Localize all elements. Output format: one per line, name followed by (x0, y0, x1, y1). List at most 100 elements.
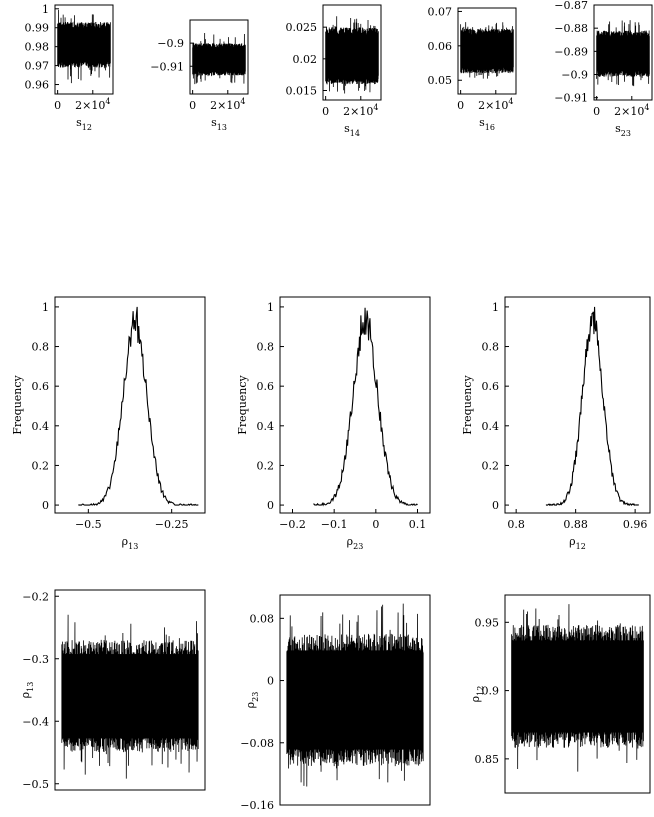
hist-rho13-ytick-label-4: 0.2 (32, 459, 50, 472)
hist-rho13-ytick-label-1: 0.8 (32, 341, 50, 354)
trace-s12-xtick-label-1: 2×104 (75, 97, 110, 112)
hist-rho13-xlabel: ρ13 (122, 535, 139, 551)
trace-s12-ytick-label-1: 0.99 (25, 22, 50, 35)
trace-s13-ytick-label-0: −0.9 (157, 37, 184, 50)
trace-s23-ytick-label-3: −0.9 (561, 69, 588, 82)
trace-rho13-trace-line (61, 614, 199, 779)
hist-rho12-xtick-label-0: 0.8 (507, 518, 525, 531)
trace-s12-ytick-label-3: 0.97 (25, 60, 50, 73)
trace-s12-xlabel: s12 (76, 116, 92, 132)
trace-s12-ytick-label-4: 0.96 (25, 79, 50, 92)
hist-rho13-ylabel: Frequency (11, 374, 24, 434)
hist-rho12-ytick-label-5: 0 (492, 499, 499, 512)
trace-s23-xtick-label-0: 0 (593, 105, 600, 118)
trace-rho13-ytick-label-1: −0.3 (22, 653, 49, 666)
trace-rho13-ytick-label-3: −0.5 (22, 778, 49, 791)
hist-rho23-xtick-label-3: 0.1 (409, 518, 427, 531)
hist-rho12-ytick-label-2: 0.6 (482, 380, 500, 393)
trace-s13-xtick-label-1: 2×104 (210, 97, 245, 112)
trace-s12-xtick-label-0: 0 (54, 99, 61, 112)
trace-s16-panel: 0.07 0.06 0.05 0 2×104 s16 (428, 5, 517, 132)
hist-rho23-ytick-label-1: 0.8 (257, 341, 275, 354)
hist-rho12-histogram-line (545, 306, 639, 506)
trace-rho23-ytick-label-0: 0.08 (250, 612, 275, 625)
trace-s14-xtick-label-0: 0 (322, 105, 329, 118)
trace-s13-xtick-label-0: 0 (189, 99, 196, 112)
hist-rho12-ylabel: Frequency (461, 374, 474, 434)
trace-s16-xlabel: s16 (479, 116, 495, 132)
trace-rho12-trace-line (511, 604, 644, 772)
hist-rho23-xlabel: ρ23 (347, 535, 364, 551)
hist-rho12-panel: 1 0.8 0.6 0.4 0.2 0 0.8 0.88 0.96 ρ12 Frequency (461, 296, 651, 551)
hist-rho23-xtick-label-1: −0.1 (321, 518, 348, 531)
hist-rho13-ytick-label-2: 0.6 (32, 380, 50, 393)
trace-rho13-ylabel: ρ13 (19, 682, 35, 699)
hist-rho13-ytick-label-0: 1 (42, 301, 49, 314)
trace-s23-xtick-label-1: 2×104 (614, 103, 649, 118)
trace-s14-xlabel: s14 (344, 122, 360, 138)
trace-s16-trace-line (460, 22, 514, 79)
hist-rho23-xtick-label-2: 0 (372, 518, 379, 531)
hist-rho12-ytick-label-1: 0.8 (482, 341, 500, 354)
hist-rho12-xlabel: ρ12 (569, 535, 586, 551)
trace-rho12-ytick-label-2: 0.85 (475, 753, 500, 766)
trace-s13-xlabel: s13 (211, 116, 227, 132)
trace-s16-frame (457, 7, 517, 95)
hist-rho12-xtick-label-1: 0.88 (563, 518, 588, 531)
trace-rho23-panel: 0.08 0 −0.08 −0.16 ρ23 (240, 594, 431, 812)
trace-s12-ytick-label-2: 0.98 (25, 41, 50, 54)
hist-rho23-frame (279, 296, 431, 514)
trace-rho13-frame (54, 589, 206, 791)
trace-s16-ytick-label-0: 0.07 (428, 5, 453, 18)
trace-rho12-ytick-label-0: 0.95 (475, 616, 500, 629)
hist-rho13-xtick-label-0: −0.5 (75, 518, 102, 531)
trace-s13-panel: −0.9 −0.91 0 2×104 s13 (150, 19, 249, 132)
trace-rho23-trace-line (286, 603, 424, 787)
hist-rho23-ytick-label-2: 0.6 (257, 380, 275, 393)
trace-s16-ytick-label-1: 0.06 (428, 40, 453, 53)
trace-s13-frame (189, 19, 249, 95)
trace-s14-ytick-label-2: 0.015 (286, 85, 318, 98)
hist-rho13-xtick-label-1: −0.25 (155, 518, 189, 531)
trace-s23-frame (593, 4, 653, 101)
hist-rho23-ytick-label-0: 1 (267, 301, 274, 314)
trace-s23-ytick-label-1: −0.88 (554, 22, 588, 35)
trace-s14-trace-line (325, 16, 379, 94)
trace-rho12-frame (504, 594, 651, 794)
trace-rho23-frame (279, 594, 431, 806)
trace-rho13-panel: −0.2 −0.3 −0.4 −0.5 ρ13 (19, 589, 206, 791)
trace-s14-frame (322, 4, 382, 101)
hist-rho13-histogram-line (78, 306, 199, 506)
hist-rho23-panel: 1 0.8 0.6 0.4 0.2 0 −0.2 −0.1 0 0.1 ρ23 Frequency (236, 296, 431, 551)
trace-s14-panel: 0.025 0.02 0.015 0 2×104 s14 (286, 4, 382, 138)
trace-s12-trace-line (57, 9, 111, 84)
hist-rho23-xtick-label-0: −0.2 (279, 518, 306, 531)
hist-rho13-ytick-label-5: 0 (42, 499, 49, 512)
trace-s12-ytick-label-0: 1 (42, 3, 49, 16)
hist-rho13-panel: 1 0.8 0.6 0.4 0.2 0 −0.5 −0.25 ρ13 Frequency (11, 296, 206, 551)
trace-s12-frame (54, 4, 114, 95)
hist-rho12-ytick-label-3: 0.4 (482, 420, 500, 433)
trace-s14-xtick-label-1: 2×104 (343, 103, 378, 118)
hist-rho23-ytick-label-4: 0.2 (257, 459, 275, 472)
trace-s23-panel: −0.87 −0.88 −0.89 −0.9 −0.91 0 2×104 s23 (554, 0, 653, 138)
trace-rho23-ytick-label-2: −0.08 (240, 737, 274, 750)
trace-rho23-ytick-label-3: −0.16 (240, 799, 274, 812)
hist-rho13-ytick-label-3: 0.4 (32, 420, 50, 433)
trace-rho12-ylabel: ρ12 (469, 686, 485, 703)
trace-s13-trace-line (192, 32, 246, 85)
hist-rho23-histogram-line (313, 307, 418, 507)
trace-rho12-panel: 0.95 0.9 0.85 ρ12 (469, 594, 651, 794)
trace-s16-xtick-label-0: 0 (457, 99, 464, 112)
trace-s23-trace-line (596, 20, 650, 87)
hist-rho23-ytick-label-3: 0.4 (257, 420, 275, 433)
trace-rho12-ytick-label-1: 0.9 (482, 685, 500, 698)
trace-s14-ytick-label-0: 0.025 (286, 21, 318, 34)
hist-rho23-ylabel: Frequency (236, 374, 249, 434)
trace-s14-ytick-label-1: 0.02 (293, 53, 318, 66)
trace-rho13-ytick-label-2: −0.4 (22, 715, 49, 728)
trace-s23-ytick-label-2: −0.89 (554, 45, 588, 58)
trace-s12-panel: 1 0.99 0.98 0.97 0.96 0 2×104 s12 (25, 3, 114, 132)
trace-s23-ytick-label-4: −0.91 (554, 92, 588, 105)
